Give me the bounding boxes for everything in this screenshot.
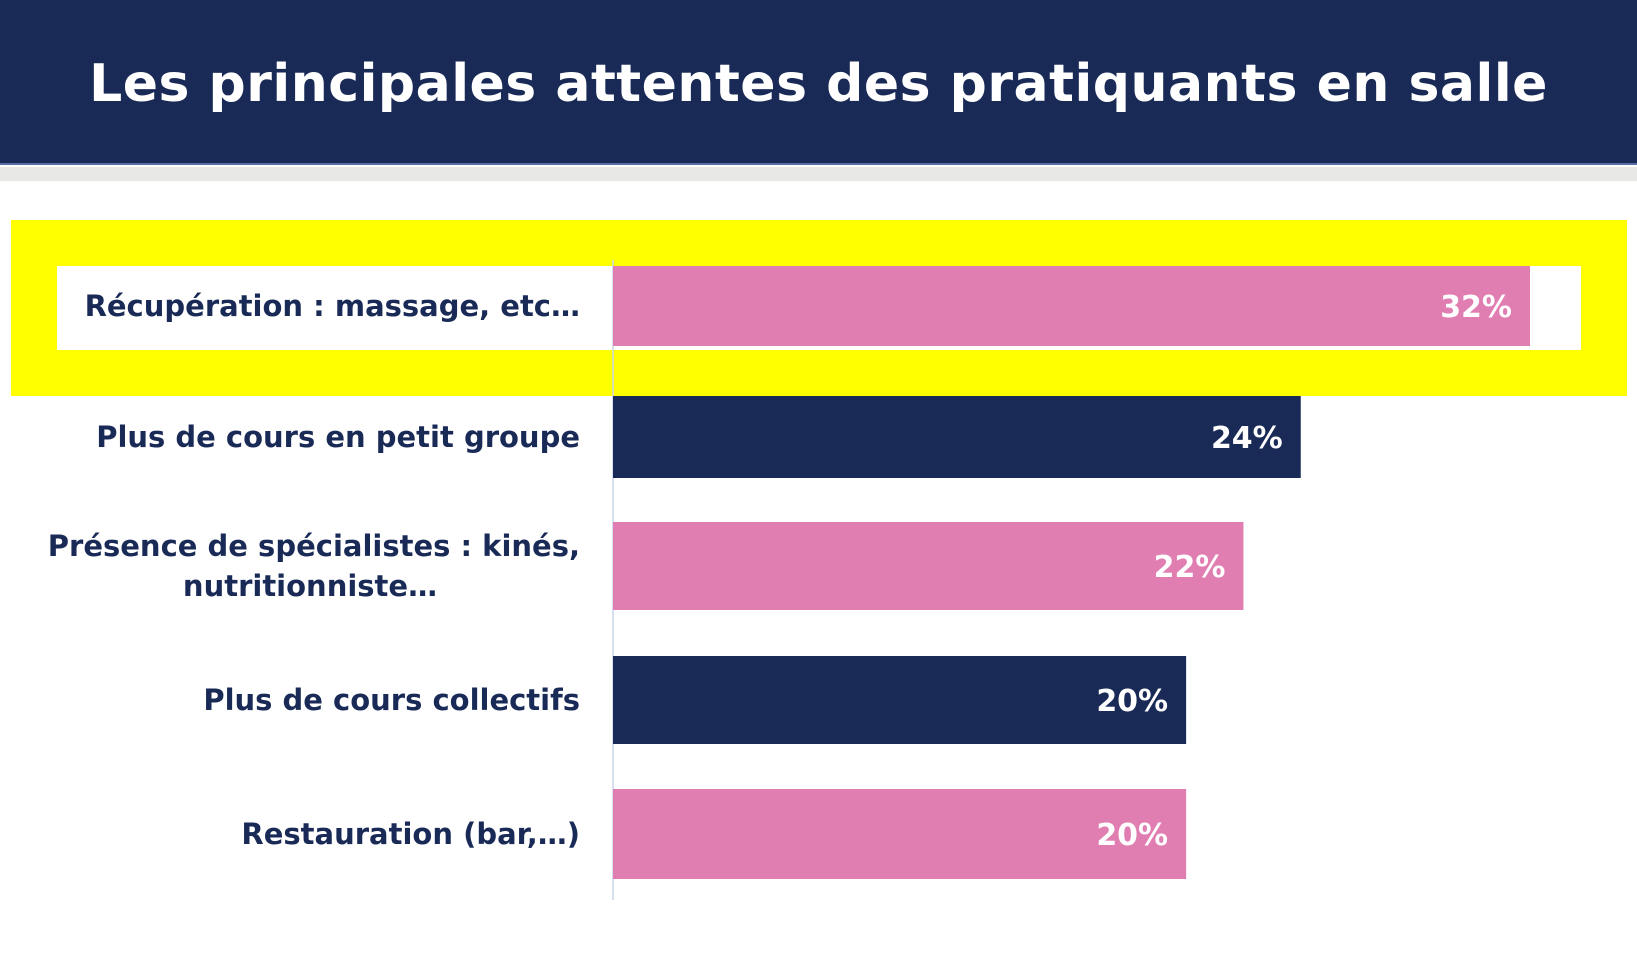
category-label-line: Présence de spécialistes : kinés, <box>48 529 580 563</box>
value-label-0: 32% <box>1440 290 1512 325</box>
chart-title: Les principales attentes des pratiquants… <box>89 53 1548 114</box>
category-label-3: Plus de cours collectifs <box>203 683 580 717</box>
bar-2 <box>613 522 1244 610</box>
category-label-0: Récupération : massage, etc… <box>85 289 580 323</box>
category-label-2: Présence de spécialistes : kinés, nutriti… <box>48 529 580 603</box>
value-label-3: 20% <box>1096 684 1168 719</box>
bar-1 <box>613 396 1301 478</box>
bar-3 <box>613 656 1187 744</box>
title-banner: Les principales attentes des pratiquants… <box>0 0 1637 165</box>
bar-0 <box>613 266 1530 346</box>
value-label-2: 22% <box>1154 550 1226 585</box>
value-label-4: 20% <box>1096 818 1168 853</box>
category-label-line: nutritionniste… <box>183 569 437 603</box>
header-divider <box>0 167 1637 181</box>
value-label-1: 24% <box>1211 421 1283 456</box>
category-label-1: Plus de cours en petit groupe <box>96 420 580 454</box>
bar-4 <box>613 789 1187 879</box>
category-label-4: Restauration (bar,…) <box>241 817 580 851</box>
